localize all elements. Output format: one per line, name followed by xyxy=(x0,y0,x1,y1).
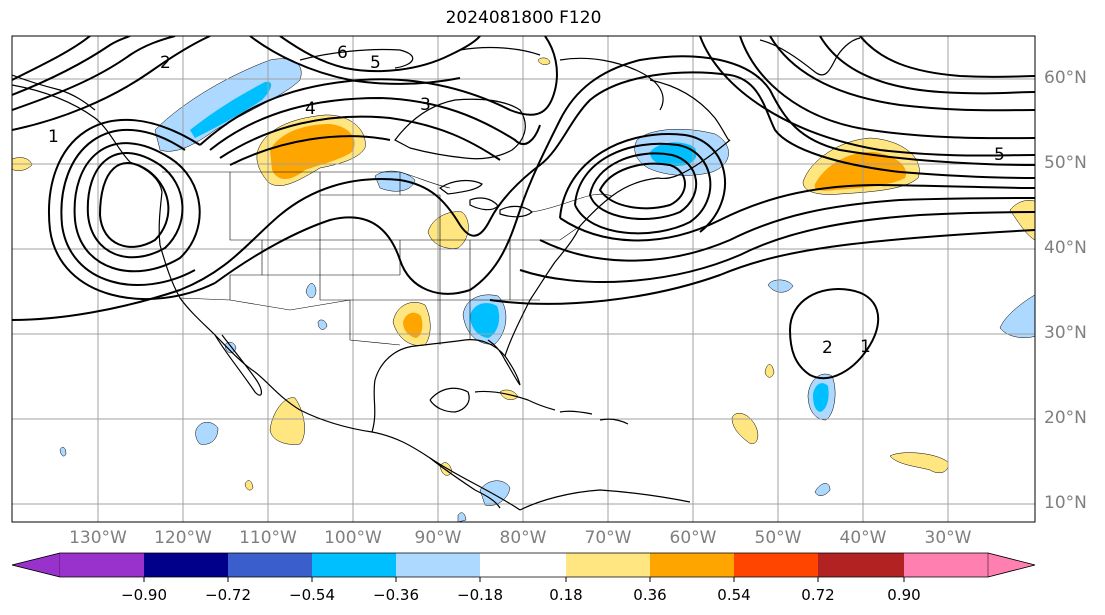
anomaly-shading xyxy=(12,57,1035,522)
colorbar-tick-label: −0.18 xyxy=(457,586,503,604)
lat-label: 20°N xyxy=(1044,408,1087,428)
lon-label: 120°W xyxy=(154,528,212,548)
anomaly-positive-region xyxy=(889,452,949,473)
anomaly-positive-region xyxy=(731,413,759,444)
colorbar-segment xyxy=(650,553,734,577)
anomaly-negative-region xyxy=(59,446,67,457)
lon-label: 50°W xyxy=(754,528,802,548)
colorbar-extend-low xyxy=(11,552,61,578)
contour-label: 5 xyxy=(994,145,1005,165)
lat-label: 30°N xyxy=(1044,323,1087,343)
colorbar-segment xyxy=(144,553,228,577)
anomaly-positive-region xyxy=(427,211,469,249)
contour-label: 4 xyxy=(305,99,316,119)
anomaly-positive-core xyxy=(403,312,423,338)
anomaly-negative-core xyxy=(813,383,829,412)
lon-label: 100°W xyxy=(324,528,382,548)
contour-label-group: 1 2 3 4 5 6 2 1 5 xyxy=(48,43,1005,358)
anomaly-negative-region xyxy=(457,512,467,522)
colorbar-tick-label: 0.54 xyxy=(717,586,751,604)
contour-label: 2 xyxy=(822,338,833,358)
gridlines xyxy=(12,36,1035,522)
colorbar-tick-label: −0.72 xyxy=(205,586,251,604)
colorbar-segment xyxy=(904,553,988,577)
lon-label: 60°W xyxy=(669,528,717,548)
colorbar-segment xyxy=(734,553,818,577)
anomaly-negative-region xyxy=(305,283,317,299)
lat-label: 10°N xyxy=(1044,493,1087,513)
contour-label: 2 xyxy=(160,53,171,73)
lon-label: 70°W xyxy=(584,528,632,548)
lon-label: 130°W xyxy=(69,528,127,548)
colorbar-segment xyxy=(566,553,650,577)
anomaly-positive-region xyxy=(244,480,254,491)
colorbar-tick-label: −0.36 xyxy=(373,586,419,604)
lon-label: 40°W xyxy=(839,528,887,548)
colorbar-segment xyxy=(480,553,566,577)
colorbar-tick-label: 0.18 xyxy=(549,586,583,604)
lat-label: 60°N xyxy=(1044,68,1087,88)
anomaly-negative-region xyxy=(767,279,794,293)
lon-label: 110°W xyxy=(239,528,297,548)
colorbar-extend-high xyxy=(987,552,1036,578)
colorbar-tick-label: 0.90 xyxy=(887,586,921,604)
anomaly-negative-region xyxy=(999,294,1035,338)
colorbar-segment xyxy=(60,553,144,577)
anomaly-positive-region xyxy=(269,397,305,445)
colorbar-segment xyxy=(312,553,396,577)
colorbar-segment xyxy=(818,553,904,577)
map-title: 2024081800 F120 xyxy=(445,8,602,28)
political-borders xyxy=(162,171,613,346)
colorbar-segment xyxy=(396,553,480,577)
contour-label: 3 xyxy=(420,95,431,115)
anomaly-negative-region xyxy=(317,319,328,330)
map-frame xyxy=(11,35,1036,523)
lat-label: 40°N xyxy=(1044,238,1087,258)
contour-label: 5 xyxy=(370,53,381,73)
anomaly-negative-core xyxy=(470,303,500,338)
lat-label: 50°N xyxy=(1044,153,1087,173)
colorbar-outline xyxy=(11,552,1036,578)
anomaly-negative-region xyxy=(814,483,831,496)
colorbar xyxy=(11,552,1036,582)
colorbar-tick-label: −0.90 xyxy=(121,586,167,604)
coastlines xyxy=(12,37,861,511)
contour-lines xyxy=(12,36,1035,380)
colorbar-tick-label: −0.54 xyxy=(289,586,335,604)
contour-label: 6 xyxy=(337,43,348,63)
lon-label: 80°W xyxy=(499,528,547,548)
anomaly-negative-region xyxy=(195,422,219,445)
anomaly-positive-region xyxy=(537,57,551,65)
anomaly-positive-region xyxy=(764,364,775,378)
colorbar-tick-label: 0.36 xyxy=(633,586,667,604)
anomaly-negative-core xyxy=(190,81,272,138)
colorbar-segment xyxy=(228,553,312,577)
anomaly-negative-region xyxy=(374,170,416,192)
lon-label: 30°W xyxy=(924,528,972,548)
lon-label: 90°W xyxy=(414,528,462,548)
colorbar-tick-label: 0.72 xyxy=(801,586,835,604)
contour-label: 1 xyxy=(860,337,871,357)
contour-label: 1 xyxy=(48,127,59,147)
anomaly-positive-core xyxy=(270,124,355,179)
